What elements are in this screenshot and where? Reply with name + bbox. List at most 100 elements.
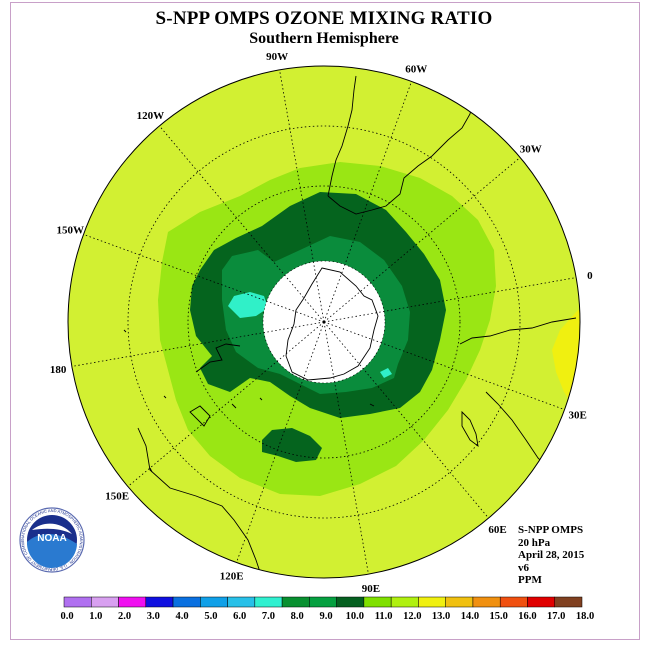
map-boundary (67, 65, 581, 579)
colorbar-label: 7.0 (262, 611, 275, 622)
longitude-label: 30E (569, 409, 587, 421)
longitude-label: 60W (405, 63, 427, 75)
coast-australia (137, 427, 263, 578)
ozone-level-8-region-2 (380, 368, 392, 378)
longitude-label: 30W (520, 143, 542, 155)
ozone-level-8-region (228, 292, 268, 318)
figure-frame (10, 2, 640, 640)
meridian-line (323, 157, 521, 323)
coast-south-america-west (327, 75, 357, 197)
noaa-logo-wave (26, 533, 77, 569)
longitude-label: 60E (488, 524, 506, 536)
latitude-circle (127, 125, 521, 519)
colorbar-label: 12.0 (403, 611, 421, 622)
latitude-circle (187, 185, 461, 459)
meridian-line (279, 69, 325, 323)
colorbar-swatch (390, 596, 419, 608)
colorbar-swatch (91, 596, 119, 608)
map-title: S-NPP OMPS OZONE MIXING RATIO (155, 8, 493, 29)
colorbar-label: 0.0 (60, 611, 73, 622)
colorbar-swatch (445, 596, 474, 608)
colorbar-swatch (172, 596, 201, 608)
colorbar-swatch (309, 596, 337, 608)
meridian-line (83, 234, 325, 323)
info-date: April 28, 2015 (518, 549, 585, 561)
colorbar: 0.0 1.0 2.0 3.0 4.0 5.0 6.0 7.0 8.0 9.0 10.0 11.0 12… (60, 596, 594, 622)
noaa-logo: NOAA NATIONAL OCEANIC AND ATMOSPHERIC AD… (19, 507, 85, 573)
longitude-label: 150E (105, 491, 129, 503)
coast-madagascar (461, 410, 479, 448)
colorbar-swatch (145, 596, 174, 608)
colorbar-swatch (227, 596, 256, 608)
colorbar-swatch (200, 596, 228, 608)
coast-islands (123, 329, 375, 473)
meridian-line (323, 321, 489, 519)
colorbar-swatch (63, 596, 92, 608)
colorbar-label: 8.0 (291, 611, 304, 622)
noaa-logo-gull (32, 523, 72, 534)
longitude-label: 180 (50, 364, 67, 376)
colorbar-label: 14.0 (461, 611, 479, 622)
graticule (71, 69, 577, 575)
map-subtitle: Southern Hemisphere (249, 30, 399, 47)
colorbar-swatch (281, 596, 310, 608)
longitude-label: 120W (137, 110, 165, 122)
colorbar-swatch (118, 596, 147, 608)
meridian-line (236, 321, 325, 563)
colorbar-label: 10.0 (346, 611, 364, 622)
colorbar-label: 9.0 (319, 611, 332, 622)
longitude-label: 90E (362, 583, 380, 595)
info-instrument: S-NPP OMPS (518, 524, 584, 536)
colorbar-label: 4.0 (176, 611, 189, 622)
info-version: v6 (518, 561, 529, 574)
meridian-line (127, 321, 325, 487)
south-pole-marker (322, 320, 326, 324)
colorbar-swatch (499, 596, 528, 608)
colorbar-label: 1.0 (89, 611, 102, 622)
meridian-line (323, 321, 565, 410)
meridian-line (323, 321, 369, 575)
info-units: PPM (518, 574, 542, 586)
colorbar-swatch (418, 596, 446, 608)
meridian-line (71, 321, 325, 367)
ozone-field (68, 66, 580, 578)
meridian-line (159, 125, 325, 323)
colorbar-label: 2.0 (118, 611, 131, 622)
polar-circle (262, 260, 386, 384)
longitude-label: 0 (587, 270, 593, 282)
noaa-logo-text: NOAA (37, 533, 66, 544)
colorbar-swatch (336, 596, 365, 608)
colorbar-label: 6.0 (233, 611, 246, 622)
ozone-level-11-region-2 (414, 206, 448, 236)
colorbar-label: 17.0 (547, 611, 565, 622)
colorbar-label: 5.0 (204, 611, 217, 622)
coast-south-america (327, 83, 477, 215)
colorbar-label: 18.0 (576, 611, 594, 622)
colorbar-label: 15.0 (490, 611, 508, 622)
colorbar-swatch (472, 596, 501, 608)
meridian-line (323, 81, 412, 323)
coast-africa (459, 317, 577, 345)
colorbar-label: 11.0 (375, 611, 393, 622)
product-info: S-NPP OMPS 20 hPa April 28, 2015 v6 PPM (518, 524, 584, 587)
colorbar-label: 13.0 (432, 611, 450, 622)
longitude-label: 90W (266, 51, 288, 63)
info-level: 20 hPa (518, 536, 551, 549)
colorbar-swatch (554, 596, 583, 608)
longitude-labels: 90W 60W 30W 0 30E 60E 90E 120E 150E 180 150W 120W (50, 51, 593, 595)
colorbar-label: 16.0 (518, 611, 536, 622)
longitude-label: 150W (57, 225, 85, 237)
colorbar-label: 3.0 (147, 611, 160, 622)
longitude-label: 120E (220, 571, 244, 583)
ozone-level-13-region (552, 310, 580, 404)
coast-australia-south (195, 343, 241, 373)
coastlines (123, 75, 577, 578)
colorbar-swatch (254, 596, 283, 608)
colorbar-swatch (363, 596, 392, 608)
colorbar-swatch (527, 596, 555, 608)
coast-new-zealand (189, 405, 211, 427)
meridian-line (323, 277, 577, 323)
ozone-level-10-region-2 (262, 428, 322, 462)
